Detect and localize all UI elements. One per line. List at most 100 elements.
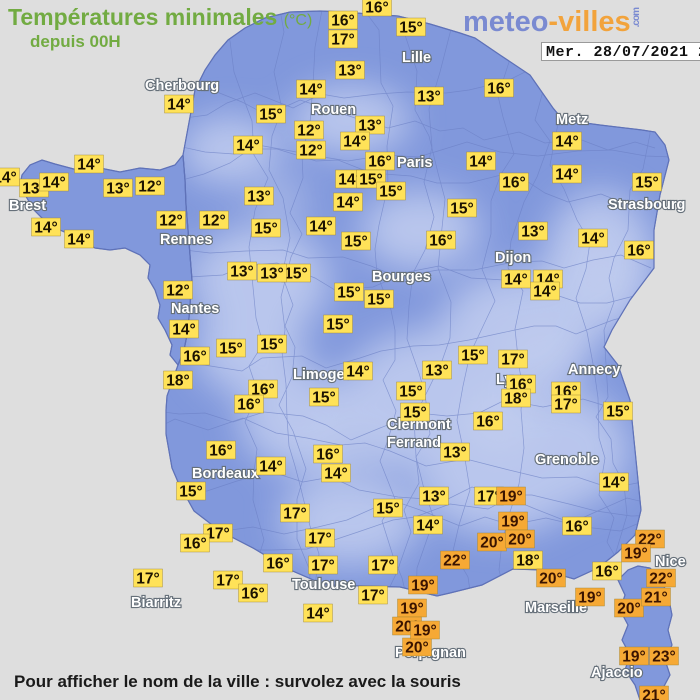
svg-text:15°: 15° [254,221,277,238]
svg-text:18°: 18° [516,553,539,570]
svg-text:13°: 13° [247,189,270,206]
svg-text:13°: 13° [443,445,466,462]
svg-text:14°: 14° [324,466,347,483]
svg-text:13°: 13° [260,266,283,283]
svg-text:Annecy: Annecy [568,362,620,378]
svg-text:19°: 19° [624,546,647,563]
svg-text:14°: 14° [555,134,578,151]
svg-text:15°: 15° [259,107,282,124]
svg-text:14°: 14° [172,322,195,339]
svg-text:14°: 14° [504,272,527,289]
svg-text:15°: 15° [399,20,422,37]
svg-text:17°: 17° [554,397,577,414]
svg-text:17°: 17° [371,558,394,575]
svg-text:12°: 12° [166,283,189,300]
svg-text:18°: 18° [504,391,527,408]
svg-text:Metz: Metz [556,112,588,128]
svg-text:20°: 20° [617,601,640,618]
svg-text:20°: 20° [405,640,428,657]
svg-text:Toulouse: Toulouse [292,577,355,593]
svg-text:15°: 15° [179,484,202,501]
svg-text:Bourges: Bourges [372,269,431,285]
svg-text:Brest: Brest [9,198,46,214]
svg-text:Grenoble: Grenoble [535,452,599,468]
svg-text:16°: 16° [183,536,206,553]
svg-text:21°: 21° [644,590,667,607]
svg-text:17°: 17° [216,573,239,590]
svg-text:19°: 19° [622,649,645,666]
svg-text:13°: 13° [422,489,445,506]
svg-text:12°: 12° [202,213,225,230]
svg-text:17°: 17° [308,531,331,548]
svg-text:14°: 14° [555,167,578,184]
svg-text:15°: 15° [606,404,629,421]
svg-text:17°: 17° [501,352,524,369]
svg-text:Dijon: Dijon [495,250,531,266]
svg-text:13°: 13° [417,89,440,106]
svg-text:15°: 15° [344,234,367,251]
svg-text:14°: 14° [581,231,604,248]
svg-text:15°: 15° [403,405,426,422]
svg-text:15°: 15° [450,201,473,218]
svg-text:16°: 16° [266,556,289,573]
svg-text:Rouen: Rouen [311,102,356,118]
svg-text:14°: 14° [533,284,556,301]
svg-text:14°: 14° [67,232,90,249]
svg-text:14°: 14° [416,518,439,535]
svg-text:16°: 16° [476,414,499,431]
svg-text:15°: 15° [635,175,658,192]
svg-text:20°: 20° [508,532,531,549]
svg-text:19°: 19° [578,590,601,607]
svg-text:16°: 16° [627,243,650,260]
svg-text:15°: 15° [312,390,335,407]
svg-text:14°: 14° [259,459,282,476]
svg-text:16°: 16° [365,0,388,17]
svg-text:Ferrand: Ferrand [387,435,441,451]
svg-text:17°: 17° [136,571,159,588]
svg-text:21°: 21° [642,688,665,700]
svg-text:Bordeaux: Bordeaux [192,466,259,482]
svg-text:Cherbourg: Cherbourg [145,78,219,94]
svg-text:Lille: Lille [402,50,431,66]
svg-text:19°: 19° [413,623,436,640]
svg-text:19°: 19° [400,601,423,618]
svg-text:15°: 15° [337,285,360,302]
svg-text:14°: 14° [42,175,65,192]
svg-text:Nice: Nice [655,554,686,570]
svg-text:16°: 16° [368,154,391,171]
svg-text:14°: 14° [34,220,57,237]
svg-text:13°: 13° [106,181,129,198]
svg-text:12°: 12° [297,123,320,140]
svg-text:17°: 17° [331,32,354,49]
svg-text:14°: 14° [346,364,369,381]
svg-text:13°: 13° [230,264,253,281]
svg-text:18°: 18° [166,373,189,390]
svg-text:12°: 12° [299,143,322,160]
svg-text:17°: 17° [283,506,306,523]
svg-text:16°: 16° [237,397,260,414]
svg-text:16°: 16° [595,564,618,581]
svg-text:Paris: Paris [397,155,432,171]
svg-text:16°: 16° [502,175,525,192]
svg-text:22°: 22° [649,571,672,588]
svg-text:14°: 14° [167,97,190,114]
svg-text:17°: 17° [311,558,334,575]
svg-text:14°: 14° [0,170,17,187]
svg-text:15°: 15° [260,337,283,354]
svg-text:16°: 16° [241,586,264,603]
svg-text:13°: 13° [425,363,448,380]
svg-text:15°: 15° [326,317,349,334]
svg-text:Rennes: Rennes [160,232,212,248]
svg-text:17°: 17° [361,588,384,605]
svg-text:12°: 12° [138,179,161,196]
svg-text:16°: 16° [331,13,354,30]
svg-text:19°: 19° [411,578,434,595]
svg-text:15°: 15° [461,348,484,365]
svg-text:16°: 16° [209,443,232,460]
svg-text:15°: 15° [379,184,402,201]
svg-text:13°: 13° [521,224,544,241]
svg-text:14°: 14° [309,219,332,236]
svg-text:16°: 16° [565,519,588,536]
svg-text:14°: 14° [336,195,359,212]
svg-text:13°: 13° [338,63,361,80]
